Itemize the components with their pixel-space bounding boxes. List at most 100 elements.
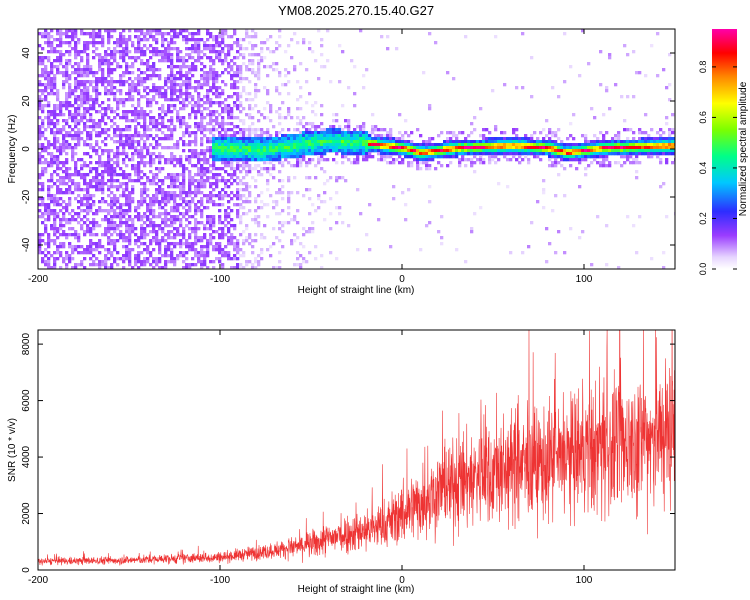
heatmap-cell (155, 38, 159, 42)
heatmap-cell (191, 95, 195, 99)
heatmap-cell (182, 101, 186, 105)
heatmap-cell (545, 260, 549, 264)
heatmap-cell (203, 224, 207, 228)
heatmap-cell (209, 128, 213, 132)
heatmap-cell (440, 149, 444, 153)
heatmap-cell (158, 206, 162, 210)
heatmap-cell (182, 98, 186, 102)
heatmap-cell (152, 257, 156, 261)
heatmap-cell (236, 149, 240, 153)
heatmap-cell (272, 200, 276, 204)
heatmap-cell (74, 164, 78, 168)
heatmap-cell (164, 47, 168, 51)
heatmap-cell (380, 155, 384, 159)
heatmap-cell (119, 131, 123, 135)
heatmap-cell (248, 137, 252, 141)
heatmap-cell (314, 131, 318, 135)
heatmap-cell (248, 185, 252, 189)
heatmap-cell (584, 137, 588, 141)
heatmap-cell (206, 206, 210, 210)
heatmap-cell (170, 110, 174, 114)
heatmap-cell (512, 140, 516, 144)
heatmap-cell (239, 218, 243, 222)
heatmap-cell (95, 35, 99, 39)
heatmap-cell (173, 245, 177, 249)
heatmap-cell (83, 101, 87, 105)
heatmap-cell (521, 152, 525, 156)
heatmap-cell (560, 164, 564, 168)
heatmap-cell (140, 194, 144, 198)
heatmap-cell (83, 50, 87, 54)
heatmap-cell (161, 50, 165, 54)
heatmap-cell (191, 32, 195, 36)
heatmap-cell (416, 143, 420, 147)
heatmap-cell (548, 146, 552, 150)
heatmap-cell (638, 152, 642, 156)
heatmap-cell (89, 161, 93, 165)
heatmap-cell (44, 224, 48, 228)
heatmap-cell (227, 53, 231, 57)
heatmap-cell (71, 71, 75, 75)
heatmap-cell (494, 128, 498, 132)
heatmap-cell (548, 137, 552, 141)
heatmap-cell (251, 44, 255, 48)
heatmap-cell (92, 149, 96, 153)
heatmap-cell (155, 92, 159, 96)
heatmap-cell (137, 215, 141, 219)
heatmap-cell (80, 218, 84, 222)
heatmap-cell (479, 155, 483, 159)
heatmap-cell (41, 56, 45, 60)
heatmap-cell (611, 149, 615, 153)
heatmap-cell (44, 227, 48, 231)
heatmap-cell (359, 128, 363, 132)
heatmap-cell (209, 197, 213, 201)
heatmap-cell (83, 203, 87, 207)
heatmap-cell (536, 200, 540, 204)
heatmap-cell (239, 131, 243, 135)
heatmap-cell (134, 128, 138, 132)
heatmap-cell (128, 209, 132, 213)
heatmap-cell (638, 215, 642, 219)
heatmap-cell (161, 188, 165, 192)
heatmap-cell (221, 155, 225, 159)
heatmap-cell (107, 89, 111, 93)
heatmap-cell (599, 143, 603, 147)
heatmap-cell (65, 98, 69, 102)
heatmap-cell (278, 137, 282, 141)
heatmap-cell (194, 86, 198, 90)
heatmap-cell (173, 173, 177, 177)
heatmap-cell (89, 113, 93, 117)
heatmap-cell (188, 113, 192, 117)
heatmap-cell (512, 146, 516, 150)
heatmap-cell (143, 77, 147, 81)
heatmap-cell (113, 92, 117, 96)
heatmap-cell (614, 143, 618, 147)
heatmap-cell (173, 32, 177, 36)
heatmap-cell (260, 128, 264, 132)
heatmap-cell (98, 59, 102, 63)
heatmap-cell (368, 137, 372, 141)
heatmap-cell (500, 137, 504, 141)
heatmap-cell (179, 137, 183, 141)
heatmap-cell (140, 32, 144, 36)
heatmap-cell (233, 242, 237, 246)
heatmap-cell (44, 71, 48, 75)
heatmap-cell (128, 236, 132, 240)
heatmap-cell (149, 98, 153, 102)
heatmap-cell (110, 62, 114, 66)
heatmap-cell (170, 119, 174, 123)
heatmap-cell (575, 167, 579, 171)
heatmap-cell (323, 170, 327, 174)
heatmap-cell (362, 152, 366, 156)
heatmap-cell (536, 146, 540, 150)
heatmap-cell (404, 203, 408, 207)
heatmap-cell (626, 137, 630, 141)
heatmap-cell (530, 146, 534, 150)
heatmap-cell (665, 143, 669, 147)
heatmap-cell (56, 104, 60, 108)
heatmap-cell (356, 143, 360, 147)
heatmap-cell (68, 227, 72, 231)
heatmap-cell (173, 206, 177, 210)
heatmap-cell (644, 74, 648, 78)
heatmap-cell (116, 44, 120, 48)
